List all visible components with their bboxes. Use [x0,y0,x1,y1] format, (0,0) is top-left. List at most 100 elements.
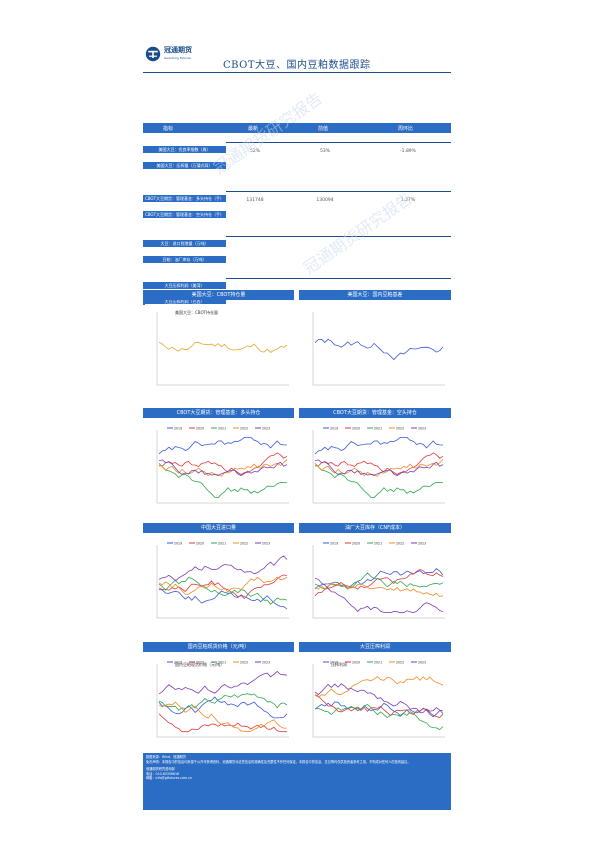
series-line [314,459,444,477]
series-line [158,459,288,477]
series-line [158,463,288,499]
col-header-indicator: 指标 [163,126,174,132]
cell-change: 1.27% [400,198,416,203]
logo-subtitle: Guantong Futures [164,56,191,60]
legend-label: 2023 [418,427,426,431]
legend-label: 2020 [196,661,204,665]
legend-label: 2020 [196,427,204,431]
row-label: 大豆：进口到港量（万吨） [143,240,226,247]
group-divider [226,278,451,279]
chart: 压榨利润 2019 2020 2021 2022 2023 [301,656,449,751]
row-label: CBOT大豆期货：管理基金：空头持仓（手） [143,211,226,218]
series-line [314,459,444,477]
footer-source: 数据来源：Wind、冠通期货 [146,755,186,759]
logo-name: 冠通期货 [164,46,192,54]
legend-label: 2023 [262,661,270,665]
row-label: 豆粕：油厂库存（万吨） [143,256,226,263]
series-line [314,675,444,698]
group-divider [226,142,451,143]
footer-disclaimer: 数据来源：Wind、冠通期货 免责声明：本报告中的信息均来源于公开可获得资料，冠… [143,753,451,810]
legend-label: 2022 [396,661,404,665]
series-line [158,436,288,455]
chart-title: 美国大豆：CBOT持仓量 [175,309,218,315]
cell-latest: 131748 [246,198,264,203]
series-line [314,338,444,361]
series-line [314,567,444,590]
series-line [158,589,288,610]
legend-label: 2023 [262,542,270,546]
footer-phone: 电话：010-85356618 [146,771,180,776]
chart: 2019 2020 2021 2022 2023 [145,422,293,517]
row-label: 大豆压榨利润（巴西） [143,298,226,305]
cell-latest: 52% [249,149,260,154]
legend-label: 2022 [240,427,248,431]
section-header: 美国大豆：国内豆粕基差 [299,290,451,300]
legend-label: 2020 [352,427,360,431]
series-line [314,701,444,718]
series-line [158,713,287,733]
legend-label: 2020 [196,542,204,546]
chart: 2019 2020 2021 2022 2023 [301,422,449,517]
row-label: CBOT大豆期货：管理基金：多头持仓（手） [143,195,226,202]
legend-label: 2022 [240,542,248,546]
series-line [158,574,288,600]
series-line [158,576,288,595]
series-line [158,693,288,711]
col-header-change: 周环比 [398,126,414,132]
series-line [314,704,444,731]
chart: 美国大豆：CBOT持仓量 [145,304,293,399]
chart: 2019 2020 2021 2022 2023 [145,537,293,632]
legend-label: 2020 [352,661,360,665]
section-header: 大豆压榨利润 [299,642,451,652]
table-header: 指标 最新 前值 周环比 [143,123,451,133]
legend-label: 2019 [330,661,338,665]
legend-label: 2021 [218,542,226,546]
series-line [158,670,288,695]
series-line [158,459,288,477]
row-label: 美国大豆：压榨量（万蒲式耳） [143,162,226,169]
legend-label: 2021 [218,661,226,665]
report-page: 冠通期货 Guantong Futures CBOT大豆、国内豆粕数据跟踪 指标… [143,40,451,810]
legend-label: 2020 [352,542,360,546]
section-header: CBOT大豆期货：管理基金：空头持仓 [299,408,451,418]
chart [301,304,449,399]
page-title: CBOT大豆、国内豆粕数据跟踪 [223,60,371,71]
col-header-latest: 最新 [248,126,259,132]
footer-dept: 冠通期货研究咨询部 [146,767,175,772]
legend-label: 2019 [330,542,338,546]
legend-label: 2022 [396,542,404,546]
series-line [158,701,287,733]
legend-label: 2021 [374,427,382,431]
series-line [314,463,444,499]
row-label: 大豆压榨利润（美湾） [143,282,226,289]
section-header: 中国大豆进口量 [143,523,294,533]
series-line [158,555,288,582]
legend-label: 2019 [174,427,182,431]
footer-email: 邮箱：info@gtfutures.com.cn [146,776,192,781]
series-line [314,582,444,598]
legend-label: 2019 [330,427,338,431]
cell-prev: 130094 [316,198,334,203]
series-line [314,452,444,475]
series-line [158,696,288,719]
cell-prev: 53% [319,149,330,154]
section-header: 国内豆粕现货价格（元/吨） [143,642,294,652]
chart-title: 国内豆粕现货价格（元/吨） [175,661,224,667]
col-header-prev: 前值 [318,126,329,132]
legend-label: 2022 [396,427,404,431]
series-line [314,436,444,455]
cell-change: -1.89% [400,149,416,154]
legend-label: 2022 [240,661,248,665]
chart: 2019 2020 2021 2022 2023 [301,537,449,632]
group-divider [226,191,451,192]
series-line [158,341,288,354]
chart-title: 压榨利润 [331,661,347,667]
legend-label: 2021 [374,661,382,665]
row-label: 美国大豆：优良率指数（周） [143,146,226,153]
company-logo: 冠通期货 Guantong Futures [145,42,207,66]
legend-label: 2023 [262,427,270,431]
title-divider [143,72,451,73]
section-header: 油厂大豆库存（CNF成本） [299,523,451,533]
legend-label: 2019 [174,542,182,546]
section-header: CBOT大豆期货：管理基金：多头持仓 [143,408,294,418]
